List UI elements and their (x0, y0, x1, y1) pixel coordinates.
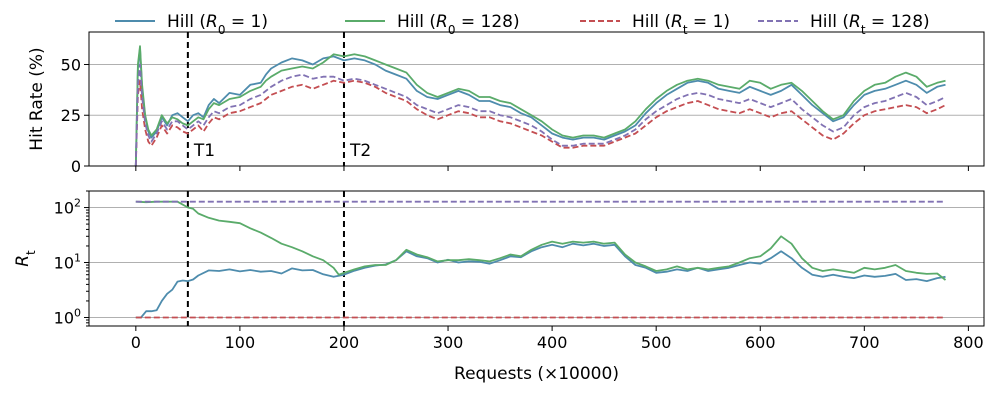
legend-entry-1: Hill (R0 = 128) (345, 12, 520, 37)
annotation-t1: T1 (193, 141, 215, 161)
annotation-t2: T2 (349, 141, 371, 161)
hit-rate-y-ticks: 0 25 50 (61, 55, 89, 176)
legend-entry-2: Hill (Rt = 1) (580, 12, 730, 37)
legend-entry-0: Hill (R0 = 1) (115, 12, 268, 37)
x-tick-label: 700 (849, 333, 880, 352)
rt-y-tick-label: 102 (54, 197, 81, 218)
x-tick-label: 800 (953, 333, 984, 352)
hit-rate-y-tick-label: 25 (61, 106, 81, 125)
x-tick-label: 600 (745, 333, 776, 352)
hit-rate-series-line-0 (134, 47, 946, 166)
hit-rate-vlines (186, 32, 345, 166)
hit-rate-x-ticks (135, 166, 969, 171)
rt-series-line-0 (135, 242, 946, 319)
rt-x-ticks: 0 100 200 300 400 500 600 700 800 (131, 326, 984, 352)
rt-y-ticks: 100 101 102 (54, 190, 89, 327)
hit-rate-series-line-2 (134, 79, 946, 166)
rt-series-line-1 (135, 200, 947, 281)
hit-rate-y-axis-label: Hit Rate (%) (27, 47, 47, 150)
x-tick-label: 300 (433, 333, 464, 352)
hit-rate-series (134, 45, 946, 166)
legend-label: Hill (R0 = 128) (397, 12, 520, 37)
x-tick-label: 200 (329, 333, 360, 352)
rt-y-tick-label: 100 (54, 306, 81, 327)
x-tick-label: 0 (131, 333, 141, 352)
rt-series (135, 200, 947, 319)
legend-label: Hill (R0 = 1) (167, 12, 268, 37)
hit-rate-annotations: T1 T2 (193, 141, 371, 161)
x-tick-label: 400 (537, 333, 568, 352)
hit-rate-gridlines (89, 63, 984, 116)
legend-label: Hill (Rt = 1) (632, 12, 730, 37)
rt-plot-frame (88, 190, 985, 327)
x-tick-label: 500 (641, 333, 672, 352)
rt-vlines (186, 191, 345, 326)
x-tick-label: 100 (225, 333, 256, 352)
hit-rate-plot-frame (88, 31, 985, 167)
legend-label: Hill (Rt = 128) (810, 12, 930, 37)
legend: Hill (R0 = 1) Hill (R0 = 128) Hill (Rt = 1… (115, 12, 930, 37)
x-axis-label: Requests (×10000) (454, 364, 619, 384)
legend-entry-3: Hill (Rt = 128) (758, 12, 930, 37)
hit-rate-y-tick-label: 50 (61, 55, 81, 74)
rt-y-tick-label: 101 (54, 252, 81, 273)
hit-rate-series-line-1 (134, 45, 946, 166)
rt-y-axis-label: Rt (13, 250, 38, 267)
rt-panel: 100 101 102 0 100 200 300 400 500 600 700 800 Rt (13, 190, 985, 352)
rt-gridlines (89, 207, 984, 318)
hit-rate-panel: 0 25 50 T1 T2 Hit Rate (%) (27, 31, 985, 176)
hit-rate-series-line-3 (134, 63, 946, 166)
hit-rate-y-tick-label: 0 (71, 157, 81, 176)
